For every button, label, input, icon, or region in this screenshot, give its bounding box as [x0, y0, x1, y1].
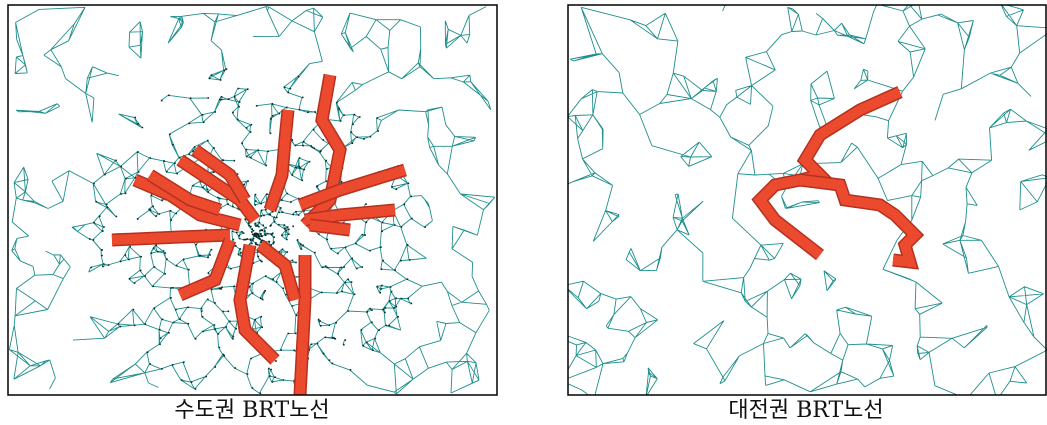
brt-route: [112, 235, 230, 240]
page: 수도권 BRT노선 대전권 BRT노선: [0, 0, 1047, 425]
road-links: [562, 0, 1047, 399]
brt-route: [240, 245, 275, 360]
road-network: [562, 0, 1047, 399]
figure: 수도권 BRT노선 대전권 BRT노선: [0, 0, 1047, 425]
map-caption: 수도권 BRT노선: [174, 398, 329, 423]
brt-route: [300, 255, 305, 395]
brt-route: [310, 225, 350, 230]
map-caption: 대전권 BRT노선: [728, 398, 883, 423]
brt-routes: [760, 92, 915, 262]
brt-route: [260, 245, 295, 300]
brt-route: [300, 170, 405, 205]
